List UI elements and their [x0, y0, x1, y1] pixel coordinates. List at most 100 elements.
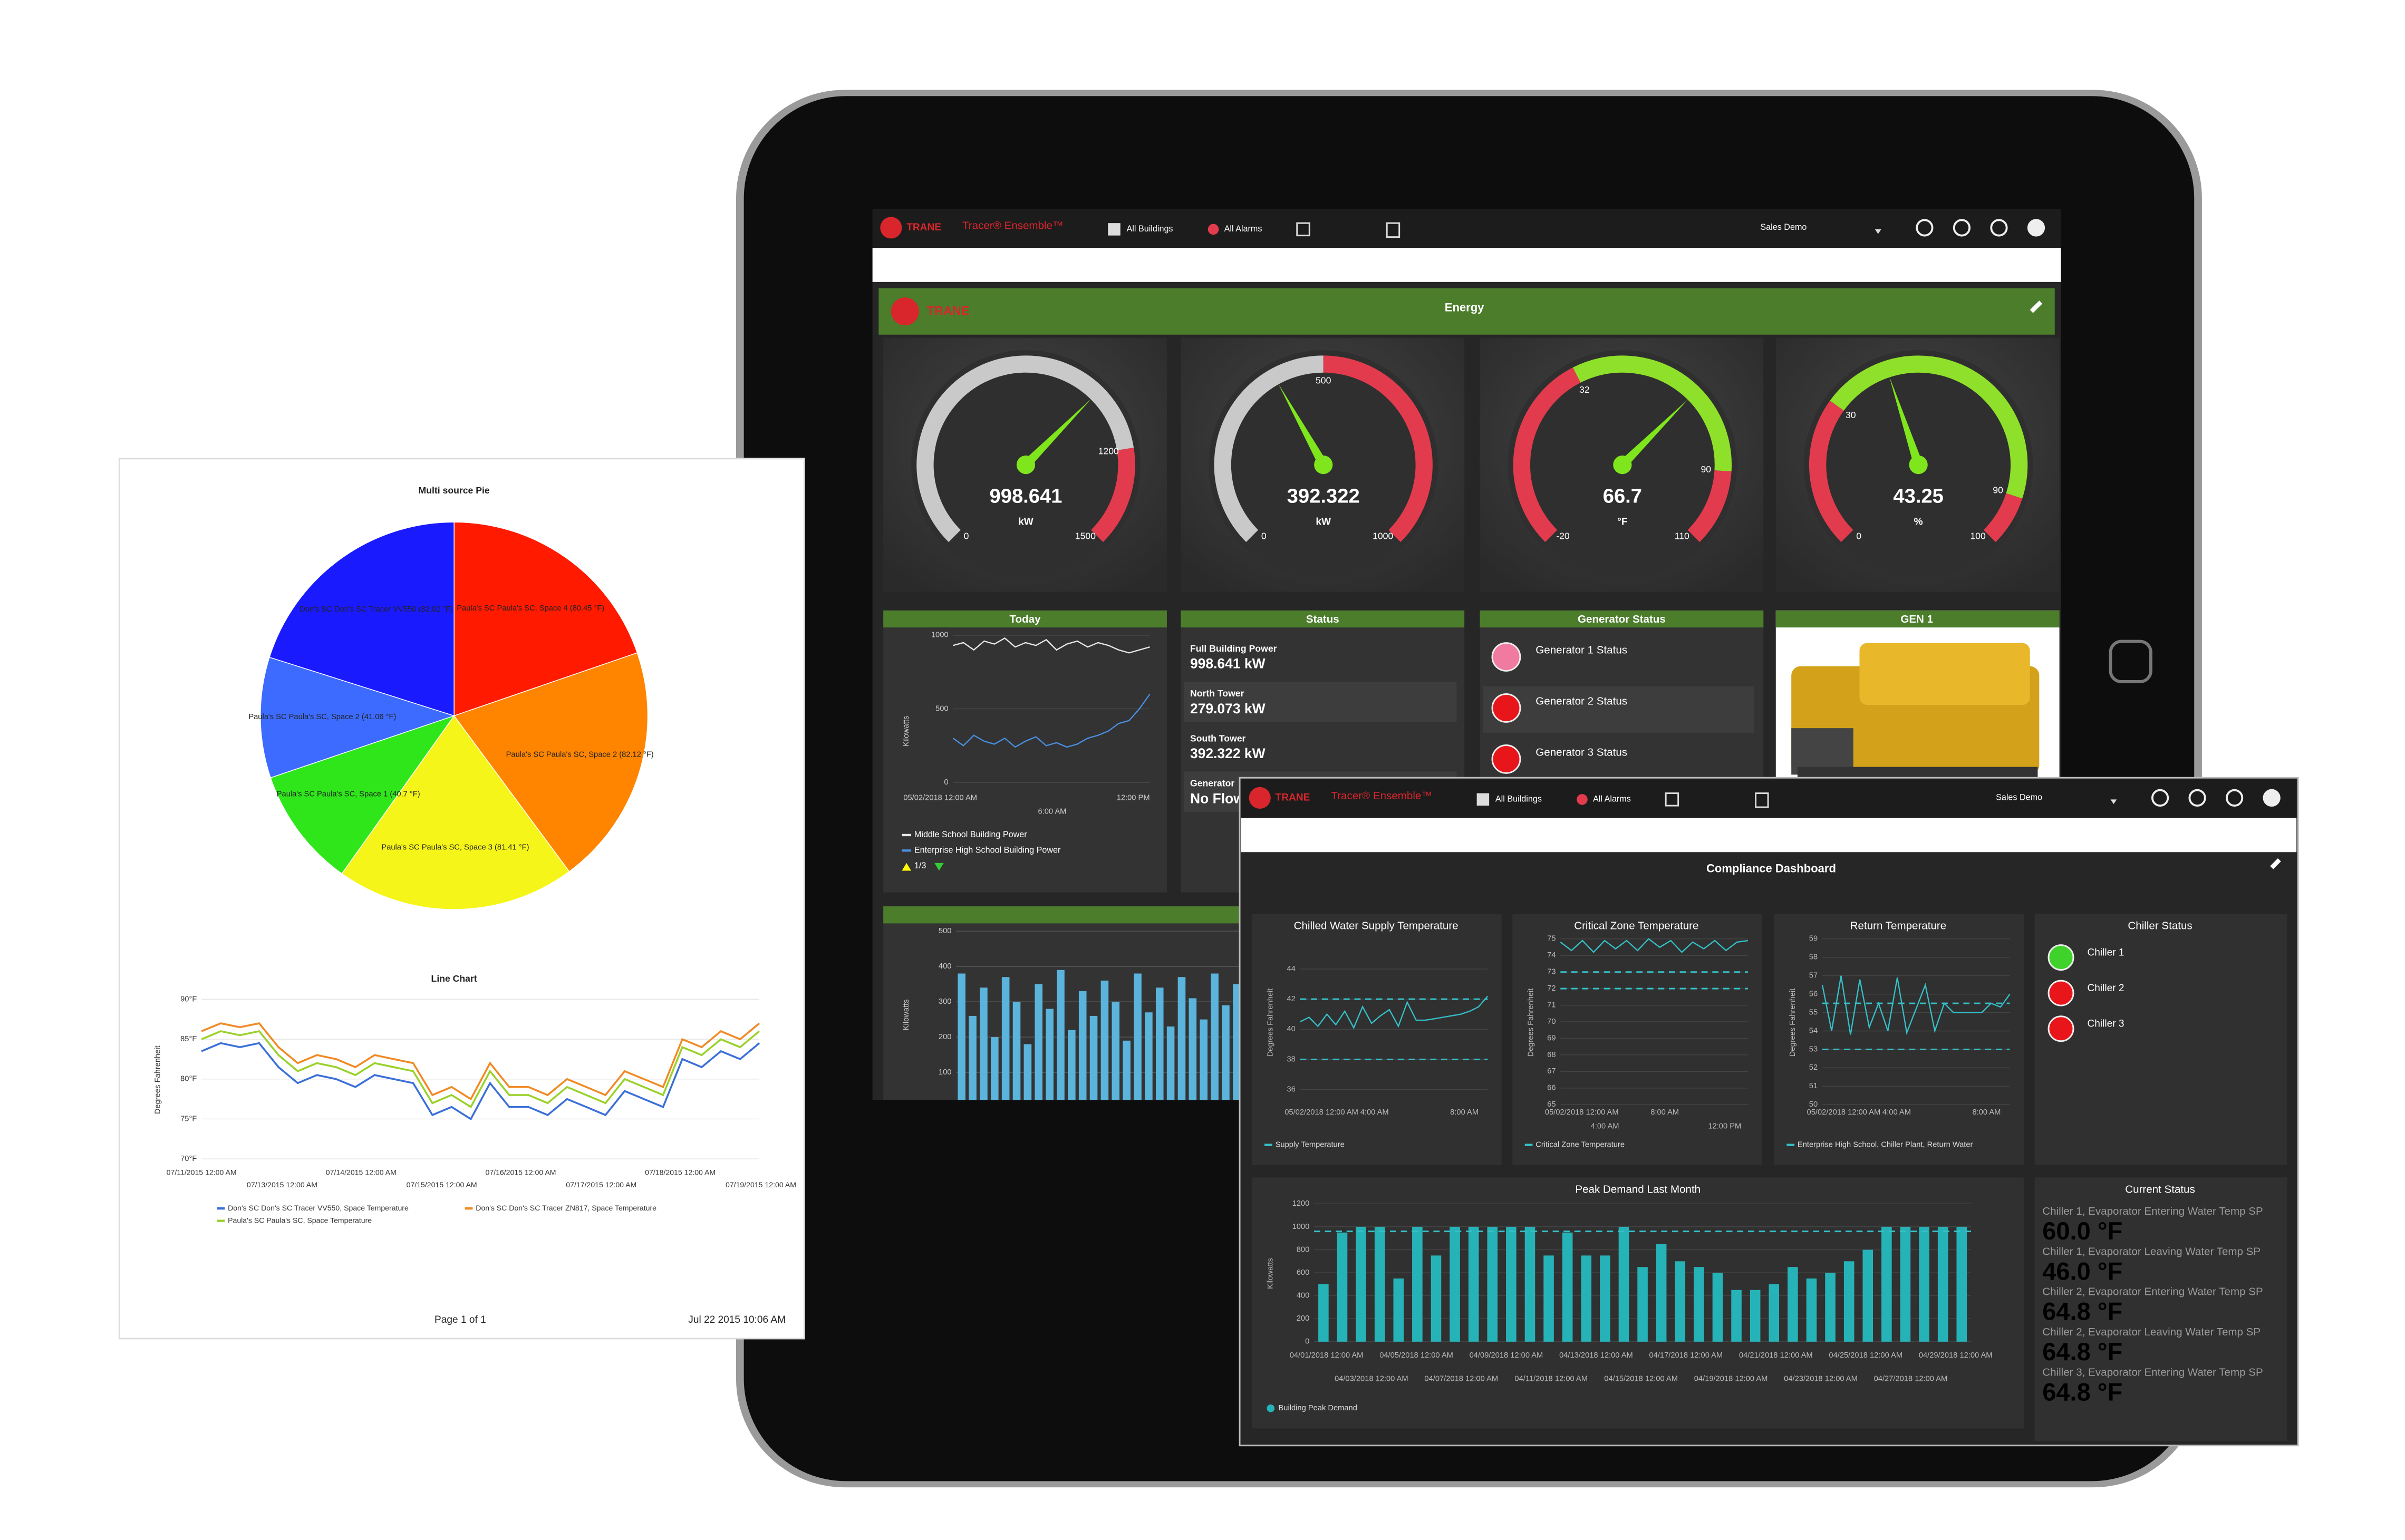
- bar: [1112, 1002, 1120, 1100]
- y-tick-label: 55: [1809, 1008, 1818, 1016]
- compliance: TRANE Tracer® Ensemble™ All Buildings All A…: [1241, 779, 2297, 1441]
- bar: [1200, 1019, 1208, 1100]
- legend-label: Critical Zone Temperature: [1535, 1141, 1625, 1149]
- y-tick-label: 600: [1297, 1268, 1310, 1277]
- x-tick-label: 07/13/2015 12:00 AM: [247, 1180, 317, 1189]
- status-indicator: [1491, 744, 1521, 774]
- gauge-tick-label: 32: [1579, 384, 1590, 395]
- bar: [1769, 1284, 1780, 1342]
- dropdown[interactable]: [2110, 799, 2117, 805]
- y-tick-label: 1200: [1292, 1199, 1310, 1208]
- status-label: Generator: [1190, 778, 1234, 789]
- series-line: [201, 1022, 760, 1101]
- current-status-label: Chiller 1, Evaporator Entering Water Tem…: [2042, 1207, 2263, 1218]
- bar: [1089, 1015, 1098, 1100]
- help-icon[interactable]: [2027, 219, 2045, 237]
- alarm-icon[interactable]: [1577, 794, 1588, 805]
- gauge-band: [1513, 367, 1581, 543]
- history-icon[interactable]: [2226, 789, 2244, 807]
- logo: [1249, 787, 1271, 809]
- bar: [1712, 1273, 1723, 1342]
- help-icon[interactable]: [2263, 789, 2281, 807]
- x-tick-label: 07/18/2015 12:00 AM: [645, 1168, 716, 1176]
- status-value: 392.322 kW: [1190, 745, 1266, 761]
- buildings-icon[interactable]: [1476, 793, 1490, 806]
- gauge-tick-label: 1500: [1075, 531, 1096, 541]
- home-icon[interactable]: [1916, 219, 1934, 237]
- pager-up[interactable]: [902, 863, 912, 871]
- bar: [1825, 1273, 1836, 1342]
- y-tick-label: 85°F: [180, 1035, 197, 1043]
- gauge-band: [1090, 448, 1135, 543]
- home-button[interactable]: [2109, 640, 2152, 683]
- bar: [1431, 1255, 1442, 1342]
- bar: [1900, 1226, 1911, 1342]
- gauge-value: 66.7: [1603, 485, 1642, 507]
- x-tick-label: 12:00 PM: [1708, 1122, 1741, 1130]
- chart-title: Line Chart: [431, 973, 477, 984]
- dropdown[interactable]: [1875, 229, 1881, 234]
- current-status-items: Chiller 1, Evaporator Entering Water Tem…: [2042, 1207, 2284, 1436]
- bar: [1337, 1232, 1348, 1342]
- current-status-value: 46.0 °F: [2042, 1260, 2123, 1286]
- y-tick-label: 73: [1547, 968, 1556, 976]
- x-tick-label: 07/19/2015 12:00 AM: [726, 1180, 796, 1189]
- status-indicator: [2047, 980, 2074, 1006]
- alarm-icon[interactable]: [1208, 224, 1219, 235]
- bar: [1046, 1009, 1054, 1100]
- pie-slice: [453, 652, 649, 873]
- x-tick-label: 04/21/2018 12:00 AM: [1739, 1351, 1813, 1360]
- y-tick-label: 1000: [1292, 1223, 1310, 1231]
- gauge-tick-label: 0: [964, 531, 969, 541]
- chart-title: Multi source Pie: [419, 485, 490, 496]
- report-icon[interactable]: [1755, 792, 1769, 808]
- history-icon[interactable]: [1990, 219, 2008, 237]
- current-status-value: 64.8 °F: [2042, 1380, 2123, 1407]
- x-tick-label: 04/13/2018 12:00 AM: [1559, 1351, 1633, 1360]
- settings-icon[interactable]: [1953, 219, 1971, 237]
- bar: [980, 987, 988, 1100]
- report-icon[interactable]: [1386, 222, 1400, 238]
- y-tick-label: 100: [939, 1068, 952, 1077]
- bar: [1356, 1226, 1366, 1342]
- bar: [1057, 970, 1065, 1100]
- pager-down[interactable]: [934, 863, 944, 871]
- gauge-value: 43.25: [1893, 485, 1944, 507]
- panel-header: [1181, 610, 1465, 628]
- gauge-tick-label: 90: [1701, 464, 1711, 474]
- status-label: Full Building Power: [1190, 643, 1277, 654]
- bar: [1232, 984, 1241, 1100]
- status-value: No Flow: [1190, 790, 1244, 806]
- home-icon[interactable]: [2151, 789, 2169, 807]
- x-tick-label: 04/15/2018 12:00 AM: [1604, 1374, 1678, 1383]
- status-row: [1184, 681, 1457, 722]
- edit-icon[interactable]: [2270, 858, 2281, 869]
- pie-label: Paula's SC Paula's SC, Space 4 (80.45 °F…: [457, 604, 604, 613]
- bar: [1581, 1255, 1592, 1342]
- y-tick-label: 38: [1287, 1055, 1295, 1063]
- panel-header: [883, 610, 1167, 628]
- y-tick-label: 400: [939, 962, 952, 971]
- chart-icon[interactable]: [1665, 792, 1679, 807]
- gauge-band: [1687, 470, 1732, 543]
- page-number: Page 1 of 1: [434, 1314, 486, 1325]
- y-tick-label: 42: [1287, 995, 1295, 1003]
- edit-icon[interactable]: [2030, 301, 2043, 313]
- pie-label: Paula's SC Paula's SC, Space 3 (81.41 °F…: [381, 843, 529, 851]
- panel-title: Status: [1306, 613, 1339, 625]
- legend-label: Supply Temperature: [1276, 1141, 1345, 1149]
- gauge-hub: [1016, 455, 1036, 474]
- all-alarms: All Alarms: [1224, 224, 1262, 234]
- chart-icon[interactable]: [1296, 222, 1310, 237]
- energy-brand: TRANE: [926, 304, 969, 317]
- panel: [1512, 914, 1762, 1165]
- y-axis-label: Kilowatts: [902, 999, 911, 1030]
- bar: [990, 1037, 999, 1100]
- gauge-band: [916, 355, 1134, 543]
- current-status-label: Chiller 2, Evaporator Leaving Water Temp…: [2042, 1328, 2261, 1339]
- y-tick-label: 200: [939, 1033, 952, 1041]
- buildings-icon[interactable]: [1108, 223, 1121, 236]
- settings-icon[interactable]: [2188, 789, 2206, 807]
- x-tick-label: 04/17/2018 12:00 AM: [1649, 1351, 1723, 1360]
- all-buildings: All Buildings: [1495, 795, 1542, 804]
